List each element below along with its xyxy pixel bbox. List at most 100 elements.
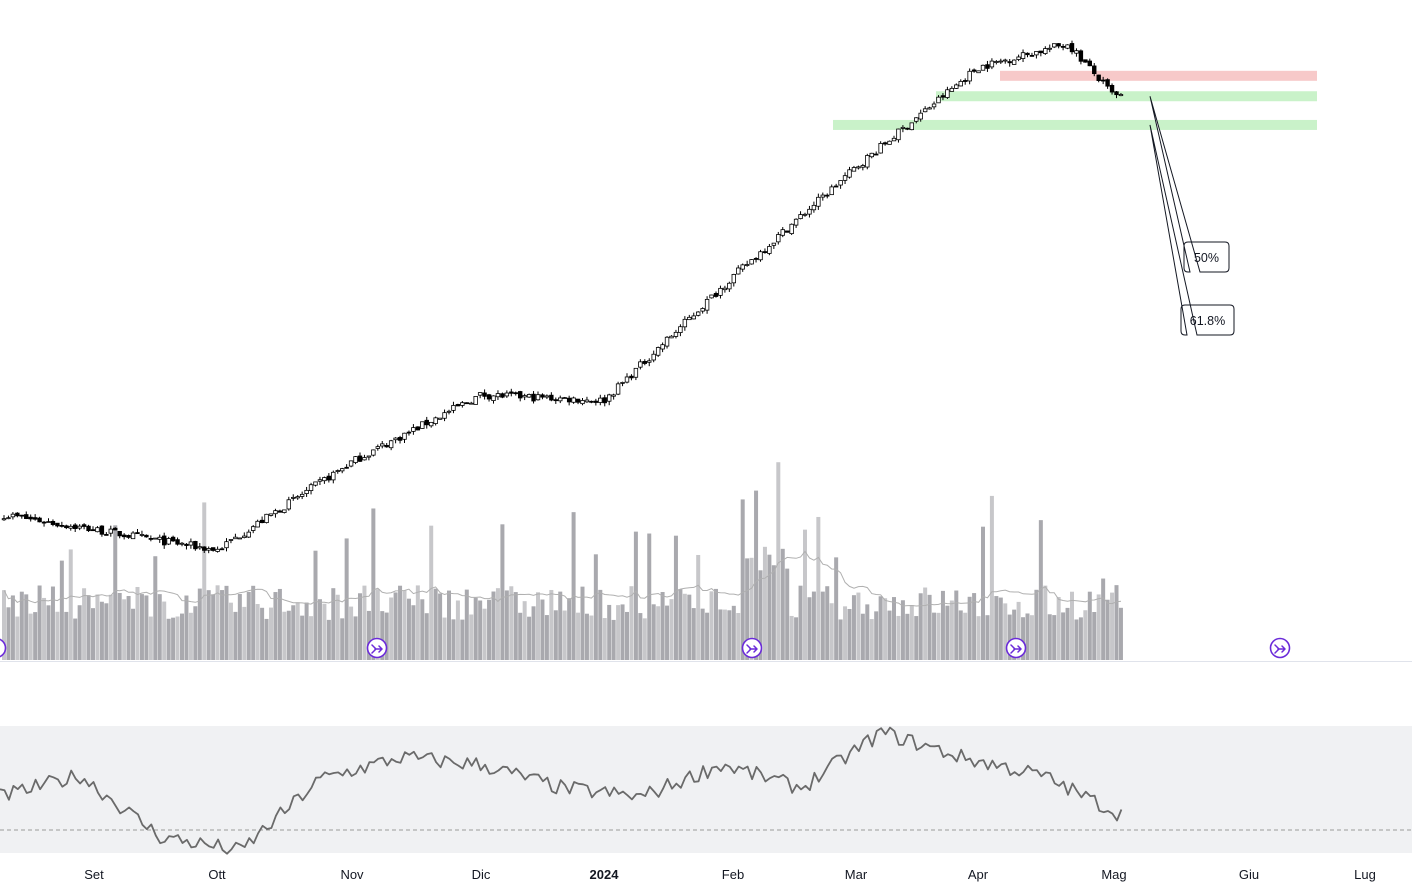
volume-bar: [460, 619, 465, 660]
volume-bar: [153, 556, 158, 660]
volume-bar: [148, 616, 153, 660]
candle-body: [771, 242, 777, 246]
volume-bar: [567, 598, 572, 660]
candle-body: [526, 394, 532, 398]
volume-bar: [562, 610, 567, 660]
candle: [166, 536, 171, 546]
candle-body: [842, 175, 848, 181]
candle-body: [611, 394, 616, 397]
candle: [32, 514, 38, 521]
volume-bar: [282, 611, 287, 660]
candle-body: [940, 95, 946, 98]
oscillator-line: [0, 726, 1412, 855]
candle-body: [424, 419, 429, 426]
candle: [295, 495, 300, 500]
candle: [415, 426, 421, 431]
volume-bar: [113, 525, 118, 660]
fib-callout[interactable]: 50%: [1149, 96, 1230, 273]
candle-body: [233, 536, 238, 540]
candle: [727, 281, 732, 292]
candle-body: [32, 517, 38, 520]
candle: [41, 520, 47, 527]
candle: [976, 70, 981, 74]
candle-body: [860, 165, 866, 168]
candle-body: [264, 513, 269, 524]
volume-bar: [1038, 520, 1043, 660]
candle: [388, 439, 394, 451]
candle: [949, 86, 955, 92]
volume-bar: [242, 606, 247, 660]
volume-bar: [162, 601, 167, 660]
volume-bar: [264, 618, 269, 660]
time-axis-tick-label: 2024: [590, 867, 620, 882]
candle-body: [1074, 50, 1079, 54]
candle: [504, 390, 510, 398]
candle-body: [228, 539, 234, 541]
candle-body: [967, 70, 972, 82]
split-arrow-icon[interactable]: [366, 637, 388, 659]
candle-body: [81, 524, 87, 527]
split-arrow-icon[interactable]: [0, 638, 7, 658]
volume-bar: [918, 593, 923, 660]
candle-body: [393, 437, 398, 441]
candle-body: [633, 367, 639, 378]
candle: [313, 481, 318, 487]
candle-body: [776, 234, 781, 243]
volume-bar: [923, 587, 928, 660]
candle-body: [41, 521, 47, 524]
candle: [1114, 91, 1119, 99]
volume-bar: [909, 605, 914, 660]
volume-bar: [883, 598, 888, 660]
volume-bar: [2, 590, 6, 660]
candle-body: [722, 287, 728, 291]
candle-body: [682, 318, 688, 328]
candle: [1043, 46, 1048, 55]
candle-body: [477, 392, 483, 396]
candle-body: [24, 514, 29, 519]
candle-body: [865, 155, 870, 168]
volume-bar: [393, 592, 398, 660]
candle-body: [464, 402, 469, 405]
volume-bar: [398, 585, 403, 660]
candle: [958, 79, 963, 87]
candle: [1025, 52, 1030, 58]
price-zones: [833, 70, 1317, 130]
candle: [691, 312, 696, 320]
candle: [549, 392, 554, 402]
split-arrow-icon[interactable]: [741, 637, 763, 659]
price-zone[interactable]: [936, 91, 1317, 102]
price-zone[interactable]: [833, 119, 1317, 130]
volume-bar: [175, 616, 180, 660]
candle: [473, 396, 478, 405]
time-axis-tick-label: Set: [84, 867, 104, 882]
volume-bar: [171, 617, 176, 660]
time-axis: Set Ott Nov Dic 2024 Feb Mar Apr Mag Giu Lug: [84, 867, 1376, 882]
volume-bar: [625, 611, 629, 660]
candle: [126, 534, 131, 539]
split-arrow-icon[interactable]: [1269, 637, 1291, 659]
candle: [86, 524, 91, 532]
candle-body: [108, 528, 113, 534]
candle-body: [277, 510, 283, 513]
candle: [121, 533, 127, 540]
fib-callout[interactable]: 61.8%: [1149, 124, 1235, 336]
volume-bar: [220, 590, 225, 660]
candle-body: [687, 316, 692, 321]
candle: [851, 165, 857, 172]
candle-body: [366, 455, 372, 458]
candle: [638, 359, 643, 370]
volume-bar: [1087, 591, 1092, 660]
price-zone[interactable]: [1000, 70, 1317, 81]
candle: [882, 141, 888, 146]
split-arrow-icon[interactable]: [1005, 637, 1027, 659]
volume-bar: [91, 608, 95, 660]
candle: [718, 285, 723, 299]
candle-body: [731, 273, 736, 284]
candle-body: [37, 517, 42, 523]
candle-body: [660, 344, 665, 350]
candle-body: [749, 259, 754, 265]
candle: [264, 513, 269, 524]
event-markers[interactable]: [0, 637, 1291, 659]
volume-bar: [1074, 619, 1079, 660]
